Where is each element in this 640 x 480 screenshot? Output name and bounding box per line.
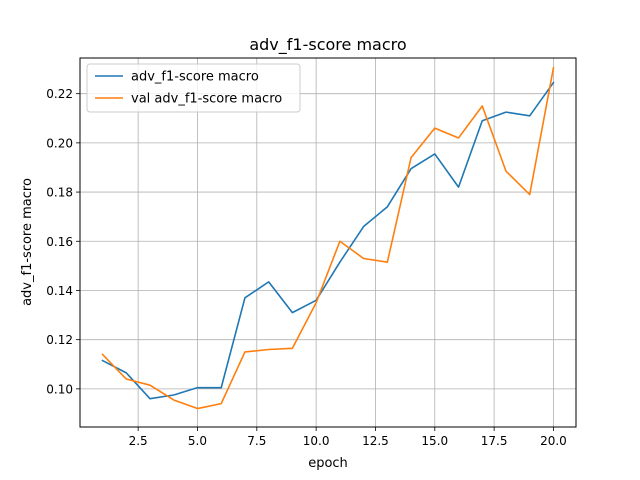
plot-area [80,58,576,427]
chart-title: adv_f1-score macro [249,35,406,55]
axis-ticks: 2.5 5.0 7.5 10.0 12.5 15.0 17.5 20.0 0.10 0.12 0.1… [46,87,567,448]
grid [80,58,576,427]
legend-label-adv-f1: adv_f1-score macro [131,70,259,85]
x-tick-label: 7.5 [247,434,266,448]
y-tick-label: 0.14 [46,284,73,298]
x-tick-label: 2.5 [129,434,148,448]
legend: adv_f1-score macro val adv_f1-score macr… [86,63,301,113]
y-tick-label: 0.10 [46,382,73,396]
y-tick-label: 0.12 [46,333,73,347]
x-tick-label: 17.5 [481,434,508,448]
y-tick-label: 0.20 [46,136,73,150]
x-tick-label: 15.0 [421,434,448,448]
y-tick-label: 0.16 [46,235,73,249]
legend-box [86,63,301,113]
x-tick-label: 10.0 [303,434,330,448]
plot-frame [79,57,577,428]
x-tick-label: 20.0 [540,434,567,448]
series-line-val-adv-f1 [101,66,555,410]
y-axis-label: adv_f1-score macro [20,178,35,306]
y-tick-label: 0.22 [46,87,73,101]
x-axis-label: epoch [308,456,348,471]
series-line-adv-f1 [101,81,555,400]
x-tick-label: 12.5 [362,434,389,448]
legend-label-val-adv-f1: val adv_f1-score macro [131,92,282,107]
x-tick-label: 5.0 [188,434,207,448]
y-tick-label: 0.18 [46,186,73,200]
series-lines [101,66,555,410]
